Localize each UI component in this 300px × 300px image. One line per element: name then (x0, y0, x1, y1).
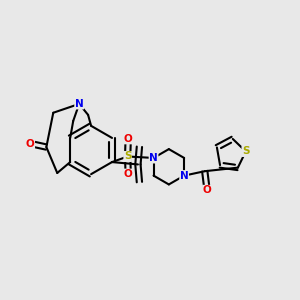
Text: O: O (203, 185, 212, 195)
Text: N: N (149, 153, 158, 163)
Text: S: S (124, 152, 131, 161)
Text: S: S (242, 146, 250, 157)
Text: O: O (26, 139, 34, 148)
Text: O: O (124, 169, 133, 179)
Text: N: N (180, 171, 188, 181)
Text: N: N (75, 99, 84, 109)
Text: O: O (124, 134, 133, 144)
